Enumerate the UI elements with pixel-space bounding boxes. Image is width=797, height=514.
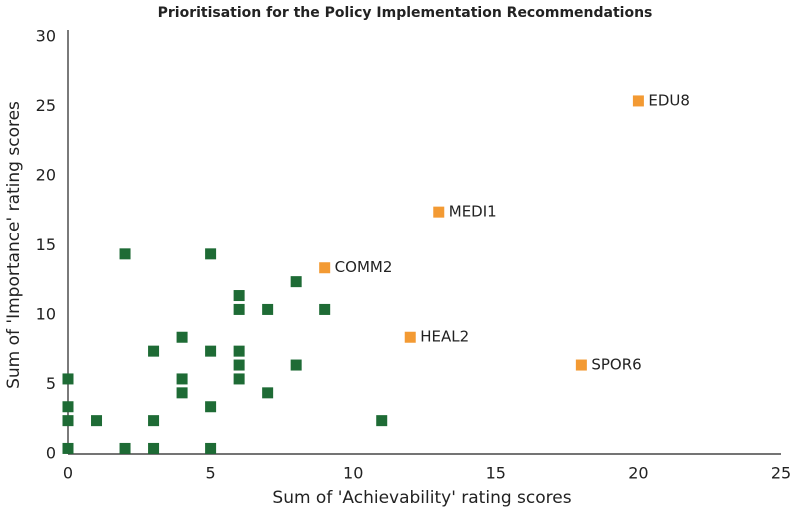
marker: [233, 290, 245, 302]
y-tick-label: 15: [36, 235, 56, 254]
y-tick-label: 25: [36, 96, 56, 115]
marker: [233, 303, 245, 315]
marker: [319, 262, 331, 274]
point-label: COMM2: [335, 258, 393, 276]
marker: [119, 442, 131, 454]
marker: [290, 359, 302, 371]
marker: [233, 345, 245, 357]
marker: [205, 442, 217, 454]
marker: [233, 359, 245, 371]
marker: [319, 303, 331, 315]
marker: [262, 387, 274, 399]
x-axis-title: Sum of 'Achievability' rating scores: [272, 488, 571, 508]
marker: [148, 442, 160, 454]
marker: [119, 248, 131, 260]
marker: [205, 345, 217, 357]
marker: [575, 359, 587, 371]
marker: [632, 95, 644, 107]
point-label: SPOR6: [591, 356, 641, 374]
marker: [404, 331, 416, 343]
x-tick-label: 5: [206, 464, 216, 483]
x-tick-label: 25: [771, 464, 791, 483]
marker: [176, 387, 188, 399]
y-tick-label: 10: [36, 305, 56, 324]
y-tick-label: 20: [36, 166, 56, 185]
point-label: EDU8: [648, 91, 690, 109]
marker: [91, 415, 103, 427]
point-label: MEDI1: [449, 203, 497, 221]
x-tick-label: 0: [63, 464, 73, 483]
marker: [62, 373, 74, 385]
marker: [62, 401, 74, 413]
x-tick-label: 20: [628, 464, 648, 483]
marker: [376, 415, 388, 427]
marker: [176, 373, 188, 385]
marker: [262, 303, 274, 315]
chart-title: Prioritisation for the Policy Implementa…: [158, 5, 653, 21]
x-tick-label: 10: [343, 464, 363, 483]
y-tick-label: 30: [36, 27, 56, 46]
marker: [290, 276, 302, 288]
marker: [233, 373, 245, 385]
marker: [62, 442, 74, 454]
marker: [62, 415, 74, 427]
y-tick-label: 0: [46, 444, 56, 463]
marker: [205, 248, 217, 260]
marker: [176, 331, 188, 343]
marker: [205, 401, 217, 413]
marker: [148, 415, 160, 427]
marker: [433, 206, 445, 218]
marker: [148, 345, 160, 357]
point-label: HEAL2: [420, 328, 469, 346]
y-axis-title: Sum of 'Importance' rating scores: [4, 101, 24, 389]
y-tick-label: 5: [46, 374, 56, 393]
x-tick-label: 15: [486, 464, 506, 483]
